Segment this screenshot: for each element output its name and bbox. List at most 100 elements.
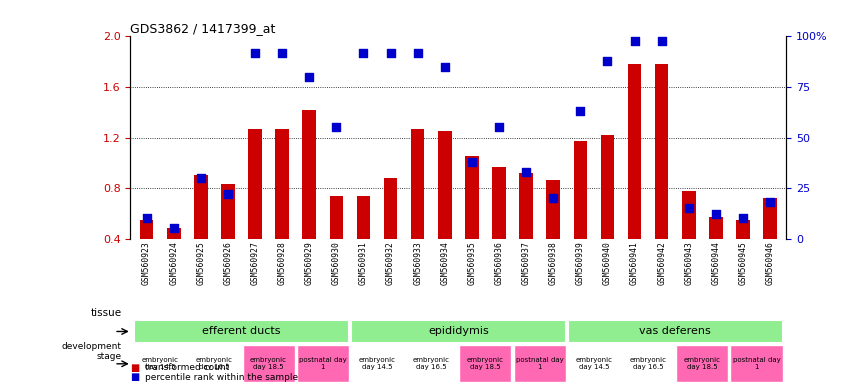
Bar xyxy=(676,345,728,382)
Text: development
stage: development stage xyxy=(62,342,122,361)
Bar xyxy=(465,156,479,238)
Text: GSM560923: GSM560923 xyxy=(142,241,151,285)
Bar xyxy=(574,141,587,238)
Point xyxy=(600,58,614,64)
Text: embryonic
day 16.5: embryonic day 16.5 xyxy=(413,357,450,370)
Point xyxy=(709,211,722,217)
Text: GSM560937: GSM560937 xyxy=(521,241,531,285)
Bar xyxy=(492,167,505,238)
Bar xyxy=(736,220,749,238)
Bar xyxy=(248,129,262,238)
Text: postnatal day
1: postnatal day 1 xyxy=(516,357,563,370)
Point xyxy=(303,74,316,80)
Text: postnatal day
1: postnatal day 1 xyxy=(733,357,780,370)
Text: tissue: tissue xyxy=(91,308,122,318)
Text: GSM560944: GSM560944 xyxy=(711,241,721,285)
Text: ■: ■ xyxy=(130,363,140,373)
Bar xyxy=(627,64,642,238)
Bar xyxy=(140,220,153,238)
Point xyxy=(438,64,452,70)
Bar xyxy=(297,345,349,382)
Point xyxy=(275,50,288,56)
Point xyxy=(628,38,642,44)
Text: GSM560932: GSM560932 xyxy=(386,241,395,285)
Point xyxy=(574,108,587,114)
Bar xyxy=(275,129,289,238)
Bar xyxy=(547,180,560,238)
Text: embryonic
day 16.5: embryonic day 16.5 xyxy=(630,357,667,370)
Text: GSM560930: GSM560930 xyxy=(332,241,341,285)
Point xyxy=(492,124,505,131)
Bar xyxy=(303,110,316,238)
Point xyxy=(330,124,343,131)
Text: GSM560945: GSM560945 xyxy=(738,241,748,285)
Text: GSM560943: GSM560943 xyxy=(685,241,693,285)
Text: embryonic
day 18.5: embryonic day 18.5 xyxy=(467,357,504,370)
Text: GSM560934: GSM560934 xyxy=(441,241,449,285)
Text: GDS3862 / 1417399_at: GDS3862 / 1417399_at xyxy=(130,22,276,35)
Point xyxy=(140,215,153,222)
Text: GSM560935: GSM560935 xyxy=(468,241,476,285)
Text: GSM560942: GSM560942 xyxy=(657,241,666,285)
Text: percentile rank within the sample: percentile rank within the sample xyxy=(145,372,299,382)
Text: embryonic
day 16.5: embryonic day 16.5 xyxy=(196,357,233,370)
Bar xyxy=(188,345,241,382)
Text: epididymis: epididymis xyxy=(428,326,489,336)
Point xyxy=(736,215,749,222)
Text: GSM560940: GSM560940 xyxy=(603,241,612,285)
Point xyxy=(221,191,235,197)
Point xyxy=(167,225,181,232)
Bar xyxy=(655,64,669,238)
Bar xyxy=(622,345,674,382)
Text: transformed count: transformed count xyxy=(145,363,230,372)
Text: GSM560936: GSM560936 xyxy=(495,241,504,285)
Text: GSM560941: GSM560941 xyxy=(630,241,639,285)
Bar xyxy=(682,190,696,238)
Bar xyxy=(568,345,620,382)
Bar xyxy=(330,195,343,238)
Text: embryonic
day 14.5: embryonic day 14.5 xyxy=(358,357,395,370)
Text: GSM560938: GSM560938 xyxy=(548,241,558,285)
Bar xyxy=(438,131,452,238)
Point xyxy=(194,175,208,181)
Bar xyxy=(405,345,458,382)
Bar xyxy=(242,345,294,382)
Text: embryonic
day 18.5: embryonic day 18.5 xyxy=(250,357,287,370)
Text: GSM560933: GSM560933 xyxy=(413,241,422,285)
Bar xyxy=(514,345,566,382)
Point xyxy=(411,50,425,56)
Text: embryonic
day 14.5: embryonic day 14.5 xyxy=(575,357,612,370)
Text: embryonic
day 18.5: embryonic day 18.5 xyxy=(684,357,721,370)
Bar xyxy=(135,345,186,382)
Bar xyxy=(411,129,425,238)
Text: postnatal day
1: postnatal day 1 xyxy=(299,357,346,370)
Text: GSM560926: GSM560926 xyxy=(224,241,232,285)
Point xyxy=(655,38,669,44)
Bar xyxy=(520,173,533,238)
Point xyxy=(682,205,696,211)
Point xyxy=(465,159,479,165)
Point xyxy=(357,50,370,56)
Bar xyxy=(600,135,614,238)
Bar xyxy=(568,320,782,343)
Bar xyxy=(357,195,370,238)
Text: GSM560924: GSM560924 xyxy=(169,241,178,285)
Point xyxy=(383,50,397,56)
Bar xyxy=(221,184,235,238)
Text: GSM560928: GSM560928 xyxy=(278,241,287,285)
Bar xyxy=(351,320,566,343)
Text: embryonic
day 14.5: embryonic day 14.5 xyxy=(141,357,178,370)
Bar xyxy=(351,345,403,382)
Text: GSM560927: GSM560927 xyxy=(251,241,260,285)
Text: GSM560931: GSM560931 xyxy=(359,241,368,285)
Text: GSM560939: GSM560939 xyxy=(576,241,584,285)
Text: vas deferens: vas deferens xyxy=(639,326,711,336)
Bar xyxy=(459,345,511,382)
Text: GSM560946: GSM560946 xyxy=(765,241,775,285)
Text: ■: ■ xyxy=(130,372,140,382)
Bar xyxy=(764,198,777,238)
Text: GSM560925: GSM560925 xyxy=(196,241,205,285)
Bar xyxy=(135,320,349,343)
Text: GSM560929: GSM560929 xyxy=(304,241,314,285)
Text: efferent ducts: efferent ducts xyxy=(202,326,281,336)
